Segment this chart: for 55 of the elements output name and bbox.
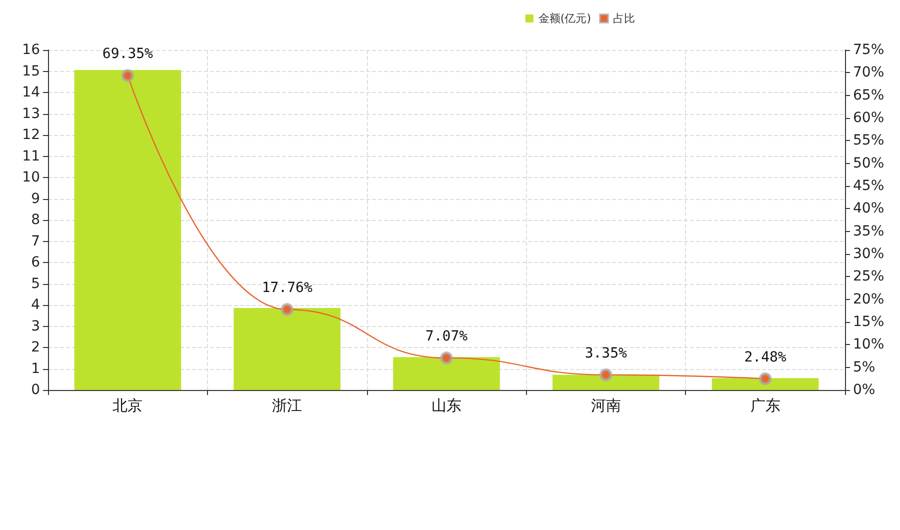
y-tick-label: 2 xyxy=(31,340,40,356)
y-tick-label: 9 xyxy=(31,190,40,207)
y-tick-label: 12 xyxy=(22,127,40,143)
y2-tick-label: 55% xyxy=(853,132,884,149)
y-tick-label: 14 xyxy=(22,84,40,100)
bar xyxy=(393,357,500,390)
data-label: 69.35% xyxy=(102,46,154,62)
point xyxy=(758,372,772,386)
legend-label: 占比 xyxy=(613,12,635,25)
y2-tick-label: 25% xyxy=(853,268,884,285)
y2-tick-label: 10% xyxy=(853,336,884,353)
bar xyxy=(552,374,660,390)
y2-tick-label: 15% xyxy=(853,314,884,330)
y2-tick-label: 70% xyxy=(853,64,884,81)
y2-tick-label: 60% xyxy=(853,110,884,126)
y2-tick-label: 65% xyxy=(853,87,884,104)
x-tick-label: 山东 xyxy=(432,396,462,414)
y2-tick-label: 45% xyxy=(853,178,884,194)
y-tick-label: 3 xyxy=(31,318,40,334)
point xyxy=(599,368,612,382)
legend-label: 金额(亿元) xyxy=(538,12,592,25)
data-label: 3.35% xyxy=(584,345,628,362)
data-label: 2.48% xyxy=(744,349,787,366)
y2-tick-label: 0% xyxy=(853,382,876,398)
y-tick-label: 4 xyxy=(31,297,40,313)
x-tick-label: 北京 xyxy=(112,396,143,414)
point xyxy=(440,351,453,364)
y-tick-label: 8 xyxy=(31,212,40,228)
y-tick-label: 6 xyxy=(31,254,40,270)
y2-tick-label: 75% xyxy=(853,42,884,58)
y-tick-label: 0 xyxy=(31,382,40,398)
bar xyxy=(234,308,340,390)
y2-tick-label: 30% xyxy=(853,246,884,262)
point xyxy=(280,302,294,316)
data-label: 17.76% xyxy=(262,280,313,296)
y-tick-label: 10 xyxy=(22,170,40,186)
x-tick-label: 广东 xyxy=(750,396,780,414)
y-tick-label: 16 xyxy=(22,42,40,58)
y2-tick-label: 50% xyxy=(853,155,884,172)
y-tick-label: 15 xyxy=(22,63,40,80)
y-tick-label: 13 xyxy=(22,106,40,122)
x-tick-label: 浙江 xyxy=(272,396,302,414)
point xyxy=(121,69,134,82)
y-tick-label: 11 xyxy=(22,148,40,164)
y2-tick-label: 35% xyxy=(853,223,884,240)
y-tick-label: 1 xyxy=(31,360,40,377)
x-tick-label: 河南 xyxy=(590,396,621,414)
data-label: 7.07% xyxy=(425,328,468,344)
bar xyxy=(74,70,182,390)
y2-tick-label: 5% xyxy=(853,359,876,376)
y2-tick-label: 20% xyxy=(853,291,884,308)
y-tick-label: 7 xyxy=(31,233,40,250)
y2-tick-label: 40% xyxy=(853,200,884,217)
y-tick-label: 5 xyxy=(31,276,40,292)
bar xyxy=(712,378,819,390)
